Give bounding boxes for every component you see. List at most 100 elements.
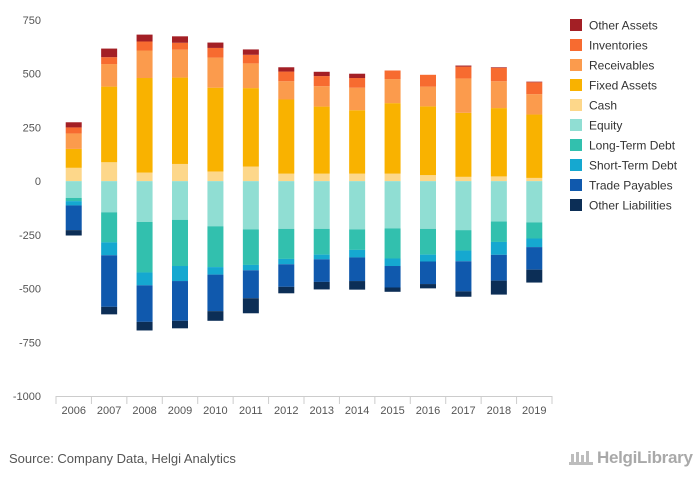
legend-swatch: [570, 99, 582, 111]
bar-segment: [490, 67, 507, 82]
bar-segment: [313, 281, 330, 290]
bar-segment: [172, 266, 188, 282]
bar-segment: [349, 87, 366, 111]
bar-segment: [526, 238, 543, 248]
bar-segment: [455, 66, 472, 79]
bar-segment: [136, 172, 153, 182]
bar-segment: [526, 177, 543, 182]
bar-segment: [242, 298, 259, 314]
bar-segment: [349, 257, 366, 282]
bar-segment: [65, 127, 82, 134]
bar-segment: [455, 112, 472, 177]
bar-segment: [278, 99, 295, 174]
legend-label: Receivables: [589, 59, 654, 73]
bar-segment: [65, 167, 82, 182]
bar-segment: [349, 78, 366, 88]
bar-segment: [136, 321, 153, 331]
bar-segment: [455, 65, 472, 67]
bar-segment: [278, 264, 295, 287]
legend-label: Equity: [589, 119, 622, 133]
bar-segment: [526, 94, 543, 115]
legend-swatch: [570, 179, 582, 191]
bar-segment: [313, 228, 330, 255]
y-tick-label: -500: [19, 284, 41, 296]
bar-segment: [101, 242, 118, 256]
bar-segment: [313, 106, 330, 174]
bar-segment: [278, 173, 295, 182]
bar-segment: [172, 49, 188, 78]
bar-segment: [65, 133, 82, 149]
bar-segment: [526, 222, 543, 239]
bar-segment: [136, 285, 153, 322]
bar-segment: [349, 110, 366, 174]
bar-segment: [455, 230, 472, 251]
bar-segment: [420, 284, 436, 289]
bar-segment: [101, 48, 118, 58]
bar-segment: [172, 77, 188, 164]
bar-segment: [455, 176, 472, 182]
bar-segment: [384, 266, 401, 288]
bar-segment: [207, 42, 224, 48]
legend-label: Other Assets: [589, 19, 658, 33]
bar-segment: [242, 63, 259, 89]
bar-segment: [384, 70, 401, 80]
bar-segment: [490, 108, 507, 177]
bar-segment: [420, 106, 436, 176]
bar-segment: [101, 181, 118, 213]
legend-label: Short-Term Debt: [589, 159, 678, 173]
bar-segment: [136, 272, 153, 286]
legend-swatch: [570, 59, 582, 71]
x-tick-label: 2006: [61, 405, 85, 417]
bar-segment: [207, 226, 224, 268]
y-tick-label: 0: [35, 176, 41, 188]
x-tick-label: 2009: [168, 405, 192, 417]
bar-segment: [384, 287, 401, 292]
bar-segment: [420, 228, 436, 255]
bar-segment: [313, 173, 330, 182]
x-tick-label: 2012: [274, 405, 298, 417]
bar-segment: [313, 259, 330, 282]
legend-swatch: [570, 139, 582, 151]
x-tick-label: 2015: [380, 405, 404, 417]
bar-segment: [207, 171, 224, 182]
bar-segment: [455, 291, 472, 297]
bar-segment: [313, 254, 330, 260]
bar-segment: [65, 148, 82, 168]
source-note: Source: Company Data, Helgi Analytics: [9, 451, 236, 466]
bar-segment: [101, 306, 118, 315]
bar-segment: [349, 173, 366, 182]
bar-segment: [136, 78, 153, 173]
legend-swatch: [570, 79, 582, 91]
brand-logo: HelgiLibrary: [568, 448, 693, 468]
bar-segment: [384, 228, 401, 259]
bar-segment: [136, 41, 153, 51]
x-tick-label: 2017: [451, 405, 475, 417]
bar-segment: [384, 79, 401, 104]
bar-segment: [242, 229, 259, 265]
bar-segment: [136, 221, 153, 273]
bar-segment: [455, 261, 472, 292]
bar-segment: [207, 57, 224, 88]
bar-segment: [278, 258, 295, 265]
bar-segment: [207, 267, 224, 275]
bar-segment: [420, 175, 436, 182]
bar-segment: [490, 176, 507, 182]
bar-segment: [420, 181, 436, 229]
bar-segment: [172, 281, 188, 321]
bar-segment: [490, 181, 507, 222]
legend-swatch: [570, 159, 582, 171]
bar-segment: [313, 181, 330, 229]
bar-segment: [384, 258, 401, 267]
legend-label: Inventories: [589, 39, 648, 53]
bar-segment: [242, 264, 259, 271]
legend-swatch: [570, 39, 582, 51]
bar-segment: [101, 86, 118, 163]
bar-segment: [313, 76, 330, 87]
bar-segment: [136, 181, 153, 222]
bar-segment: [242, 54, 259, 64]
bar-segment: [101, 57, 118, 65]
bar-segment: [349, 181, 366, 230]
legend-label: Fixed Assets: [589, 79, 657, 93]
bar-segment: [278, 81, 295, 100]
